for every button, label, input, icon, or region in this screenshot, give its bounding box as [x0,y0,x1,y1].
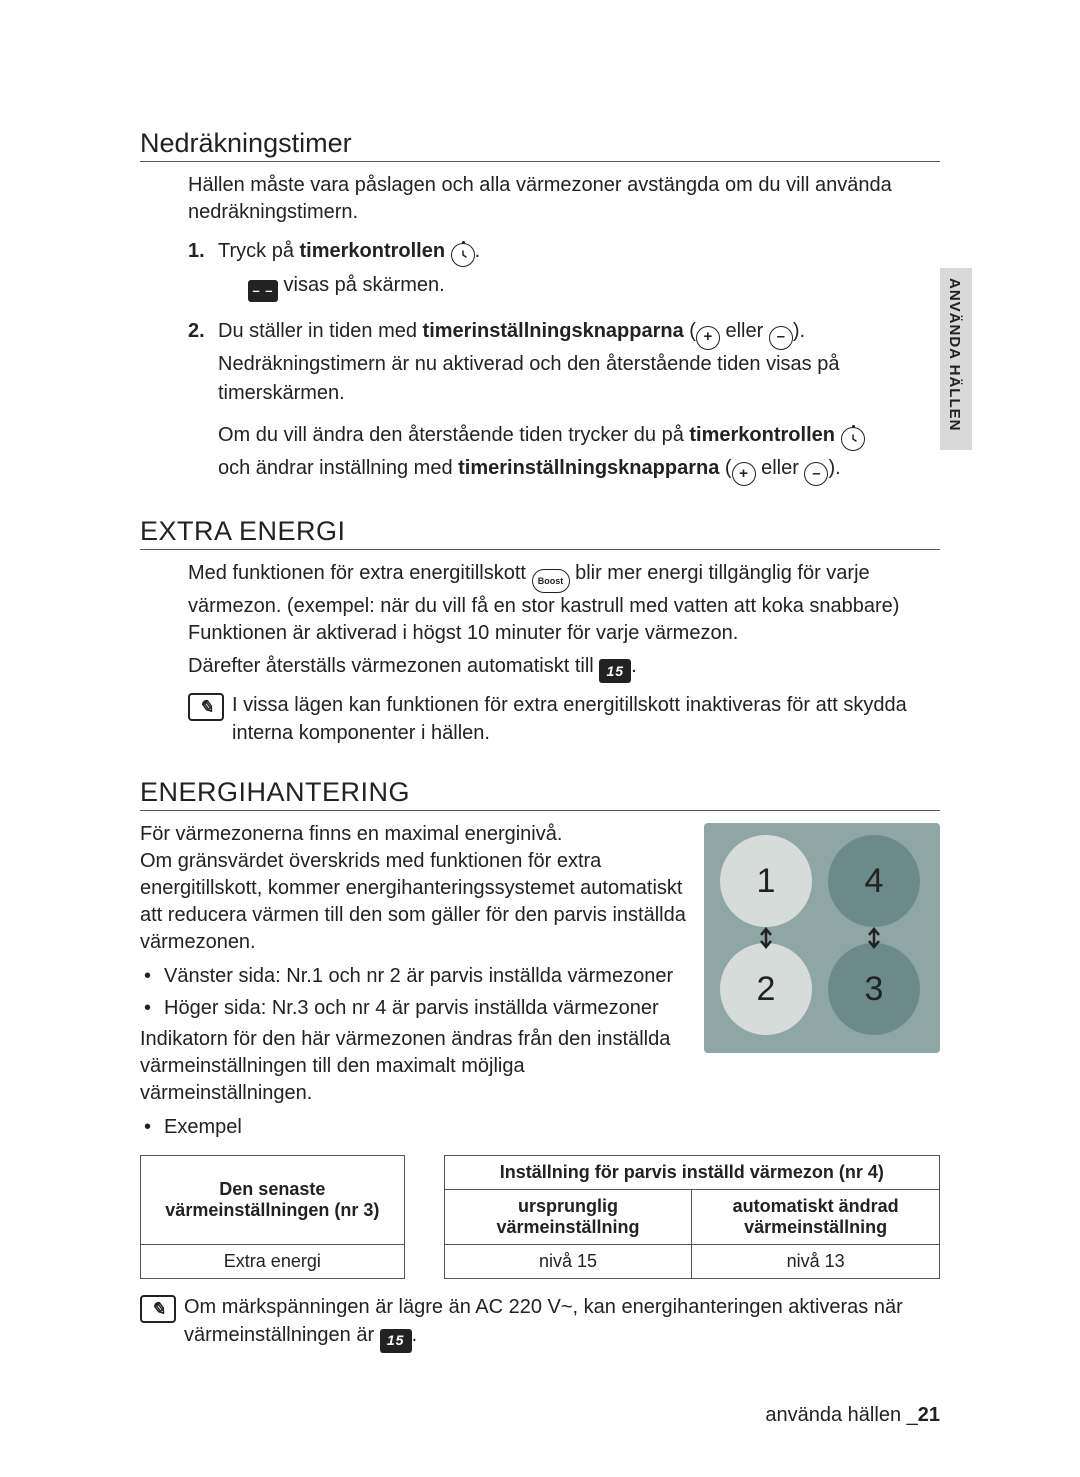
energy-p2: Därefter återställs värmezonen automatis… [188,653,940,683]
dash-icon: – – [248,280,278,302]
t: Tryck på [218,240,300,262]
step-2: 2. Du ställer in tiden med timerinställn… [188,316,940,486]
boost-icon: Boost [532,569,570,593]
svg-text:1: 1 [757,862,776,900]
th-last-setting: Den senaste värmeinställningen (nr 3) [141,1156,405,1245]
svg-text:4: 4 [865,862,884,900]
rule [140,161,940,162]
note-icon: ✎ [140,1295,176,1323]
timer-icon [451,243,475,267]
td-extra: Extra energi [141,1245,405,1279]
bullet-left: Vänster sida: Nr.1 och nr 2 är parvis in… [140,962,688,990]
note-text: I vissa lägen kan funktionen för extra e… [232,691,940,747]
mgmt-bullets: Vänster sida: Nr.1 och nr 2 är parvis in… [140,962,688,1022]
timer-intro: Hällen måste vara påslagen och alla värm… [188,172,940,226]
td-level13: nivå 13 [692,1245,940,1279]
note-row: ✎ I vissa lägen kan funktionen för extra… [188,691,940,747]
minus-icon: – [769,326,793,350]
step1-sub: – – visas på skärmen. [248,271,940,302]
heading-timer: Nedräkningstimer [140,128,940,159]
plus-icon: + [696,326,720,350]
example-table: Den senaste värmeinställningen (nr 3) In… [140,1155,940,1279]
th-pair-setting: Inställning för parvis inställd värmezon… [444,1156,939,1190]
page-number: 21 [918,1404,940,1426]
timer-steps: 1. Tryck på timerkontrollen . – – visas … [188,236,940,486]
mgmt-p1: För värmezonerna finns en maximal energi… [140,821,688,848]
t: eller [720,320,769,342]
t: eller [756,457,805,479]
rule [140,549,940,550]
t-bold: timerkontrollen [300,240,446,262]
t: visas på skärmen. [278,274,445,296]
t-bold: timerinställningsknapparna [458,457,719,479]
note-row-2: ✎ Om märkspänningen är lägre än AC 220 V… [140,1293,940,1353]
step-1: 1. Tryck på timerkontrollen . – – visas … [188,236,940,302]
t: Om märkspänningen är lägre än AC 220 V~,… [184,1296,903,1346]
step1-text: Tryck på timerkontrollen . [218,240,480,262]
svg-text:2: 2 [757,970,776,1008]
t: Därefter återställs värmezonen automatis… [188,655,599,677]
mgmt-example-bullet: Exempel [140,1113,688,1141]
t: Med funktionen för extra energitillskott [188,562,532,584]
rule [140,810,940,811]
th-auto: automatiskt ändrad värmeinställning [692,1190,940,1245]
td-level15: nivå 15 [444,1245,692,1279]
step-number: 2. [188,316,205,346]
level15-badge: 15 [380,1329,412,1353]
t: Om du vill ändra den återstående tiden t… [218,424,689,446]
mgmt-p3: Indikatorn för den här värmezonen ändras… [140,1026,688,1107]
bullet-right: Höger sida: Nr.3 och nr 4 är parvis inst… [140,994,688,1022]
note2-text: Om märkspänningen är lägre än AC 220 V~,… [184,1293,940,1353]
t: Du ställer in tiden med [218,320,423,342]
bullet-example: Exempel [140,1113,688,1141]
svg-text:3: 3 [865,970,884,1008]
note-icon: ✎ [188,693,224,721]
heading-energihantering: ENERGIHANTERING [140,777,940,808]
step2-line2: Nedräkningstimern är nu aktiverad och de… [218,350,940,408]
timer-icon [841,427,865,451]
footer-text: använda hällen _ [765,1404,917,1426]
plus-icon: + [732,462,756,486]
step2-line3: Om du vill ändra den återstående tiden t… [218,420,940,451]
step2-line1: Du ställer in tiden med timerinställning… [218,320,805,342]
mgmt-p2: Om gränsvärdet överskrids med funktionen… [140,848,688,956]
page-footer: använda hällen _21 [765,1404,940,1427]
t: och ändrar inställning med [218,457,458,479]
zone-diagram: 1 4 2 3 [704,823,940,1053]
t-bold: timerkontrollen [689,424,835,446]
minus-icon: – [804,462,828,486]
energy-p1: Med funktionen för extra energitillskott… [188,560,940,647]
mgmt-text-col: För värmezonerna finns en maximal energi… [140,821,688,1145]
step2-line4: och ändrar inställning med timerinställn… [218,453,940,486]
level15-badge: 15 [599,659,631,683]
step-number: 1. [188,236,205,266]
t-bold: timerinställningsknapparna [423,320,684,342]
heading-extra-energi: EXTRA ENERGI [140,516,940,547]
th-original: ursprunglig värmeinställning [444,1190,692,1245]
